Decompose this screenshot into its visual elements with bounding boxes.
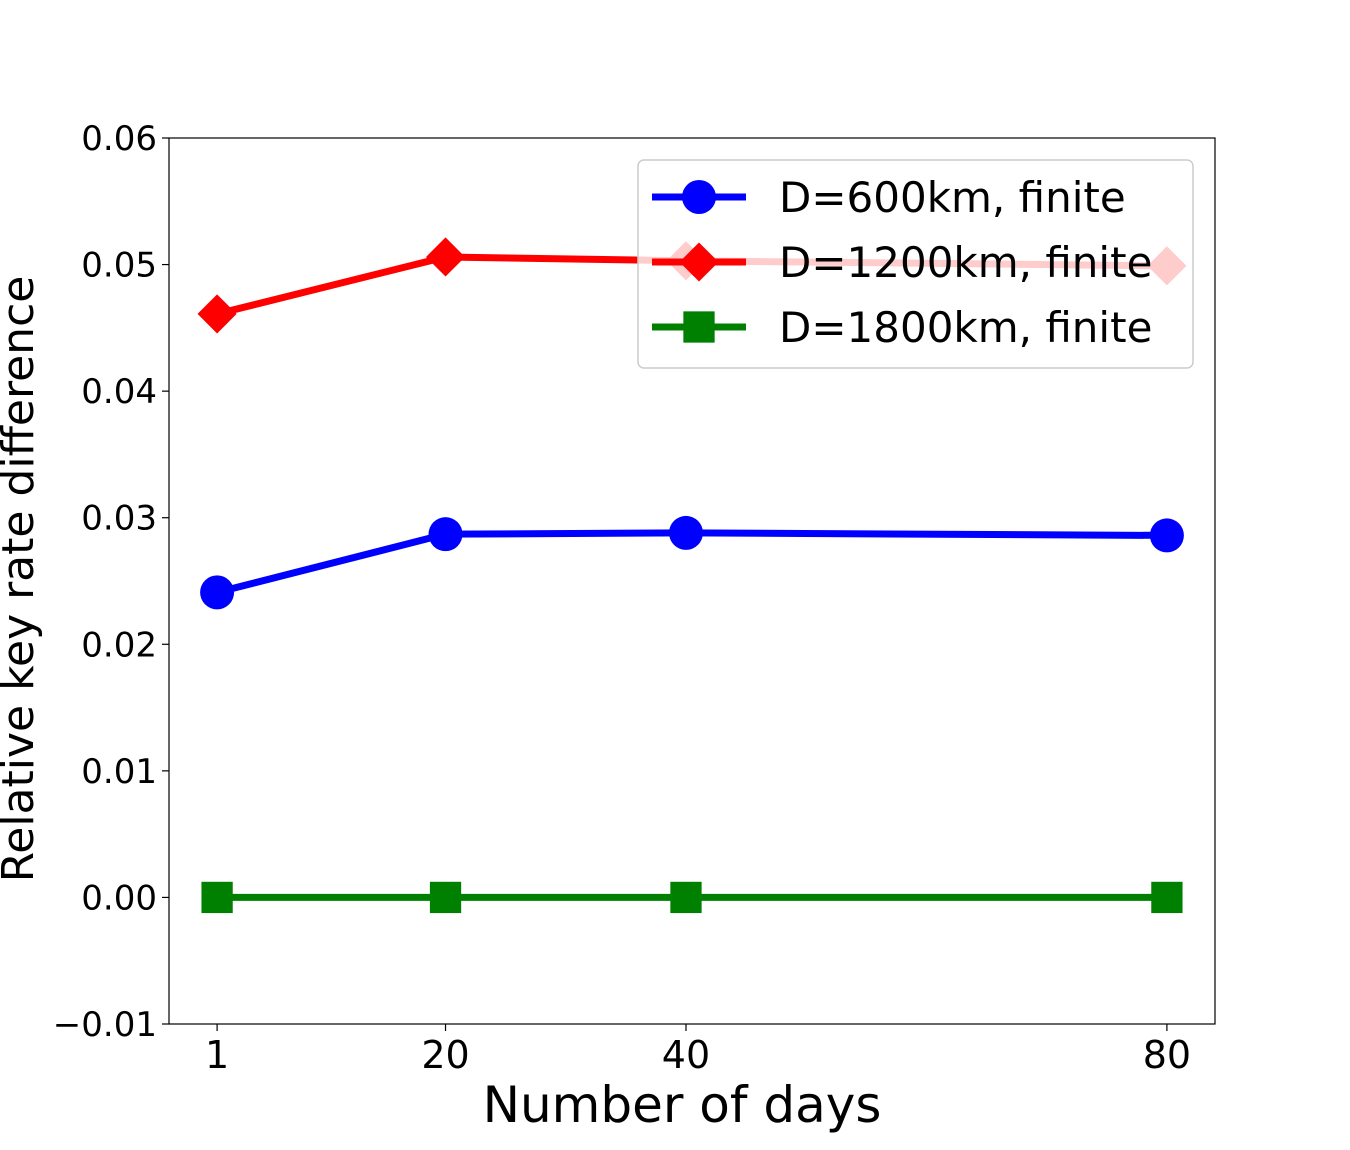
axis-ticks-group: −0.01 0.00 0.01 0.02 0.03 0.04 0.05 0.06 1 20 40 80 <box>53 119 1191 1077</box>
x-tick-label: 40 <box>662 1033 710 1077</box>
legend-item: D=600km, finite <box>652 173 1126 222</box>
legend-box <box>637 159 1194 369</box>
y-axis-title: Relative key rate difference <box>0 276 44 883</box>
y-tick-label: 0.02 <box>81 625 157 665</box>
data-point <box>670 881 702 914</box>
data-point <box>201 881 233 914</box>
series-3 <box>201 881 1183 914</box>
y-tick-label: 0.05 <box>81 246 157 286</box>
legend-marker <box>683 311 715 343</box>
y-tick-label: 0.01 <box>81 752 157 792</box>
y-tick-label: 0.00 <box>81 878 157 918</box>
series-line <box>216 529 1167 596</box>
y-tick-label: 0.06 <box>81 119 157 159</box>
legend-marker <box>679 242 719 282</box>
x-tick-label: 1 <box>205 1033 229 1077</box>
data-point <box>425 237 466 277</box>
y-tick-label: −0.01 <box>53 1005 157 1045</box>
y-tick-label: 0.04 <box>81 372 157 412</box>
data-point <box>1151 881 1183 914</box>
y-tick-label: 0.03 <box>81 499 157 539</box>
data-point <box>429 881 462 914</box>
x-axis-title: Number of days <box>483 1076 882 1134</box>
plot-frame <box>168 137 1216 1025</box>
legend: D=600km, finite D=1200km, finite D=1800km,… <box>637 159 1194 369</box>
legend-item: D=1200km, finite <box>652 238 1152 287</box>
data-point <box>200 575 235 610</box>
data-point <box>428 517 463 552</box>
legend-label: D=600km, finite <box>779 173 1126 222</box>
data-point <box>197 294 237 334</box>
legend-item: D=1800km, finite <box>652 303 1152 352</box>
x-tick-label: 20 <box>421 1033 469 1077</box>
legend-label: D=1200km, finite <box>779 238 1152 287</box>
data-point <box>1149 518 1184 553</box>
data-point <box>668 515 703 550</box>
legend-marker <box>682 180 716 214</box>
series-1 <box>200 515 1184 610</box>
legend-label: D=1800km, finite <box>779 303 1152 352</box>
x-tick-label: 80 <box>1143 1033 1191 1077</box>
